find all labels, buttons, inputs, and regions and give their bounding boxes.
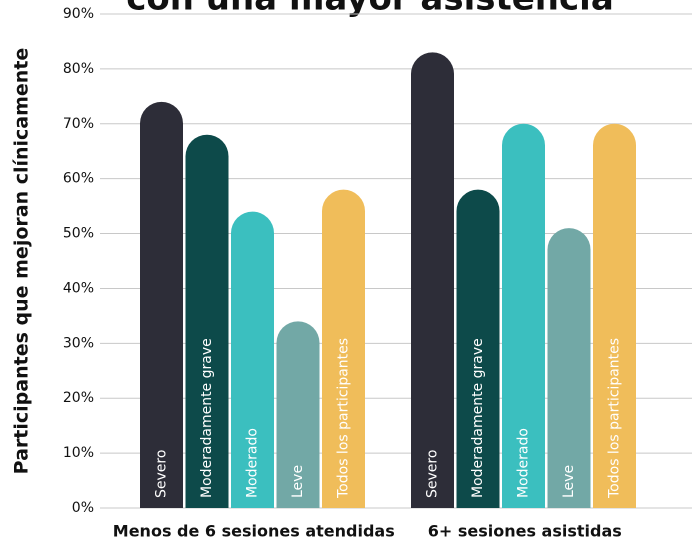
bar-label: Moderado: [516, 428, 532, 498]
y-tick-label: 10%: [63, 445, 94, 461]
y-tick-label: 30%: [63, 335, 94, 351]
y-axis-label: Participantes que mejoran clínicamente: [11, 48, 33, 475]
bar: [456, 189, 500, 508]
bar-label: Leve: [561, 465, 577, 498]
bar: [547, 228, 591, 509]
y-tick-label: 0%: [72, 500, 94, 516]
bar: [322, 189, 365, 508]
bar-label: Leve: [290, 465, 306, 498]
bar-label: Moderadamente grave: [470, 338, 486, 498]
bar: [231, 211, 274, 508]
bar-label: Moderadamente grave: [199, 338, 215, 498]
bar-label: Severo: [425, 450, 441, 498]
bar-label: Todos los participantes: [336, 338, 352, 499]
bar: [140, 101, 183, 509]
x-tick-label: 6+ sesiones asistidas: [428, 522, 622, 541]
bar: [593, 123, 636, 509]
y-tick-label: 60%: [63, 171, 94, 187]
y-tick-label: 40%: [63, 280, 94, 296]
bar: [502, 123, 545, 509]
y-tick-label: 90%: [63, 6, 94, 22]
bar-label: Todos los participantes: [607, 338, 623, 499]
y-tick-label: 70%: [63, 116, 94, 132]
chart-title: con una mayor asistencia: [126, 0, 614, 19]
y-tick-label: 20%: [63, 390, 94, 406]
x-tick-label: Menos de 6 sesiones atendidas: [113, 522, 395, 541]
y-tick-label: 50%: [63, 226, 94, 242]
y-tick-label: 80%: [63, 61, 94, 77]
bar-label: Severo: [154, 450, 170, 498]
bar: [185, 134, 229, 508]
bar-label: Moderado: [245, 428, 261, 498]
bar: [411, 52, 454, 508]
bar: [276, 321, 320, 508]
